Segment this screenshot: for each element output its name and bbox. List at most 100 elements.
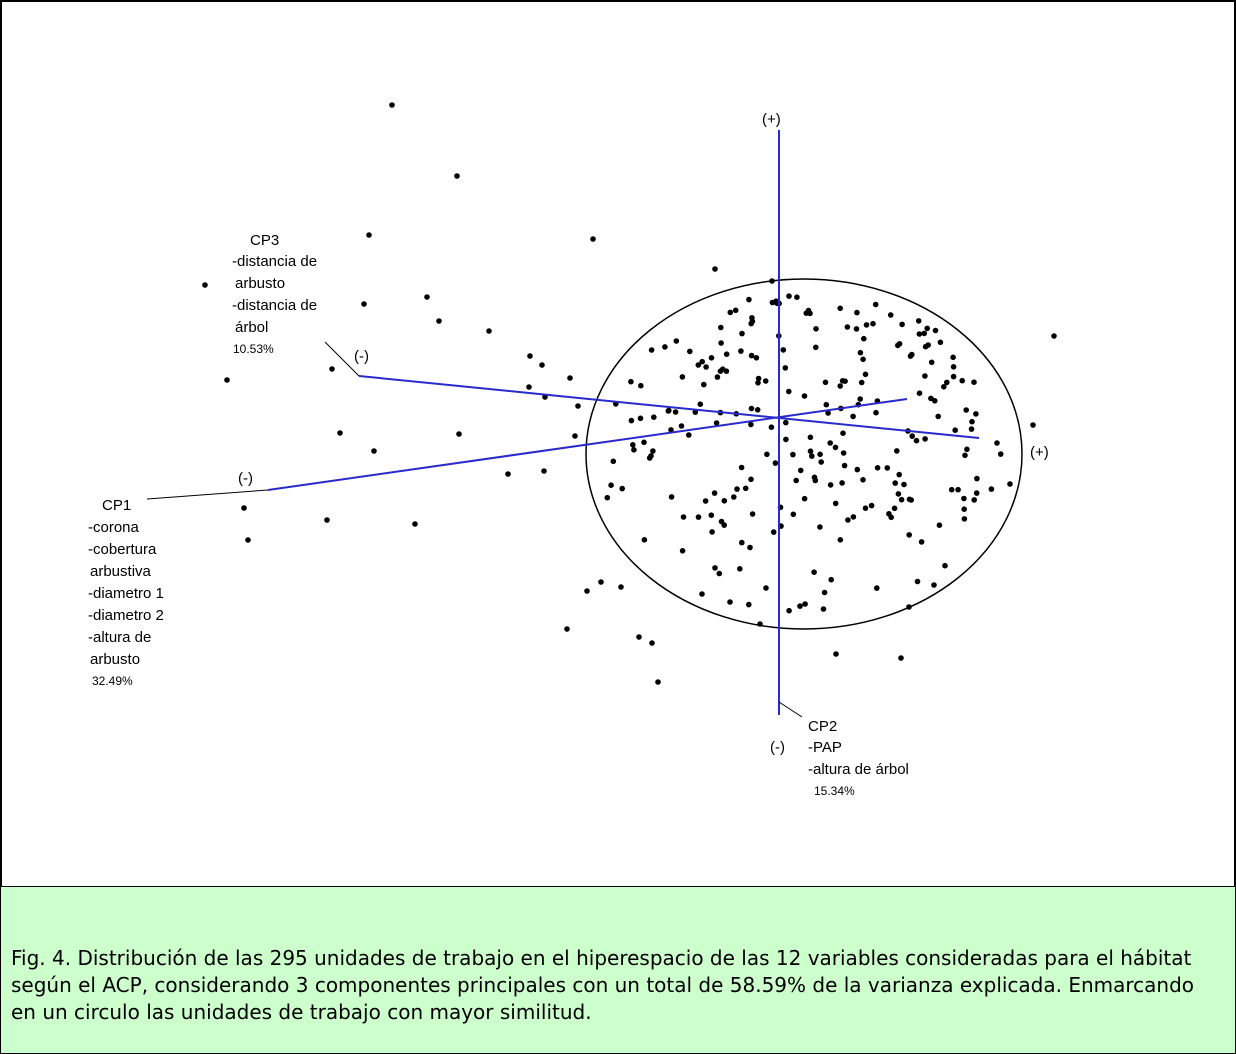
observation-point [739, 539, 745, 546]
observation-point [773, 298, 779, 305]
cp3-axis [358, 375, 980, 439]
observation-point [827, 482, 834, 488]
observation-point [884, 465, 891, 471]
observation-point [973, 490, 980, 496]
observation-point [742, 485, 749, 492]
observation-point [913, 437, 920, 444]
observation-point [786, 388, 792, 395]
observation-point [748, 352, 755, 359]
observation-point [916, 331, 923, 337]
observation-point [841, 462, 848, 469]
cp1-axis [267, 398, 908, 491]
observation-point [963, 407, 969, 413]
observation-point [699, 358, 705, 365]
observation-point [898, 496, 905, 503]
observation-point [716, 570, 723, 577]
observation-point [748, 421, 754, 428]
observation-point [628, 417, 635, 424]
observation-point [721, 498, 728, 504]
cp1-var-6: -altura de [88, 629, 151, 646]
observation-point [837, 305, 843, 312]
observation-point [971, 497, 977, 503]
observation-point [567, 375, 573, 381]
cp3-minus-label: (-) [354, 348, 369, 365]
observation-point [727, 599, 733, 605]
observation-point [870, 320, 876, 327]
observation-point [727, 309, 734, 316]
observation-point [366, 232, 372, 238]
observation-point [703, 364, 709, 370]
observation-point [764, 451, 770, 458]
observation-point [711, 490, 718, 496]
observation-point [324, 517, 330, 523]
observation-point [782, 365, 789, 371]
cp1-var-5: -diametro 2 [88, 607, 164, 624]
observation-point [772, 460, 779, 466]
observation-point [896, 341, 903, 347]
observation-point [961, 506, 967, 512]
observation-point [794, 294, 800, 301]
cp3-var-2: arbusto [235, 275, 285, 292]
observation-point [412, 521, 418, 527]
observation-point [748, 405, 755, 412]
observation-point [732, 307, 739, 314]
observation-point [456, 431, 462, 437]
observation-point [942, 562, 948, 569]
observation-point [717, 368, 724, 375]
observation-point [931, 582, 937, 588]
observation-point [712, 266, 718, 272]
observation-point [833, 651, 839, 657]
observation-point [968, 426, 975, 432]
observation-point [845, 517, 851, 523]
observation-point [646, 455, 653, 461]
pca-plot: (+) (-) (-) (+) (-) CP3 -distancia de ar… [88, 102, 1057, 798]
observation-point [762, 378, 769, 384]
observation-point [786, 607, 792, 614]
observation-point [805, 307, 812, 314]
observation-point [610, 458, 617, 465]
observation-point [541, 468, 547, 474]
observation-point [755, 380, 761, 386]
cp1-plus-label: (+) [1030, 444, 1049, 461]
cp2-leader-line [778, 701, 803, 718]
observation-point [801, 393, 808, 399]
observation-point [971, 379, 977, 386]
observation-point [618, 584, 624, 590]
observation-point [850, 413, 856, 420]
observation-point [505, 471, 511, 477]
cp1-name: CP1 [102, 497, 131, 514]
observation-point [202, 282, 208, 288]
observation-point [961, 495, 967, 502]
observation-points [202, 102, 1057, 685]
observation-point [539, 362, 545, 368]
observation-point [361, 301, 367, 307]
observation-point [909, 351, 915, 358]
observation-point [901, 481, 907, 488]
observation-point [952, 427, 958, 434]
observation-point [873, 409, 879, 416]
observation-point [655, 679, 661, 685]
observation-point [895, 491, 902, 497]
observation-point [770, 529, 777, 535]
observation-point [860, 477, 866, 483]
observation-point [962, 452, 968, 459]
observation-point [828, 576, 834, 583]
observation-point [887, 312, 894, 318]
observation-point [712, 565, 718, 571]
observation-point [695, 362, 702, 368]
observation-point [436, 318, 442, 324]
observation-point [874, 585, 880, 591]
observation-point [898, 655, 904, 661]
observation-point [839, 378, 846, 384]
cp1-var-4: -diametro 1 [88, 585, 164, 602]
observation-point [941, 384, 947, 390]
observation-point [790, 511, 797, 518]
observation-point [608, 482, 614, 489]
observation-point [928, 395, 934, 402]
observation-point [840, 430, 846, 437]
observation-point [673, 338, 680, 344]
observation-point [840, 450, 847, 456]
cp3-var-3: -distancia de [232, 297, 317, 314]
observation-point [909, 433, 915, 439]
observation-point [928, 359, 935, 366]
